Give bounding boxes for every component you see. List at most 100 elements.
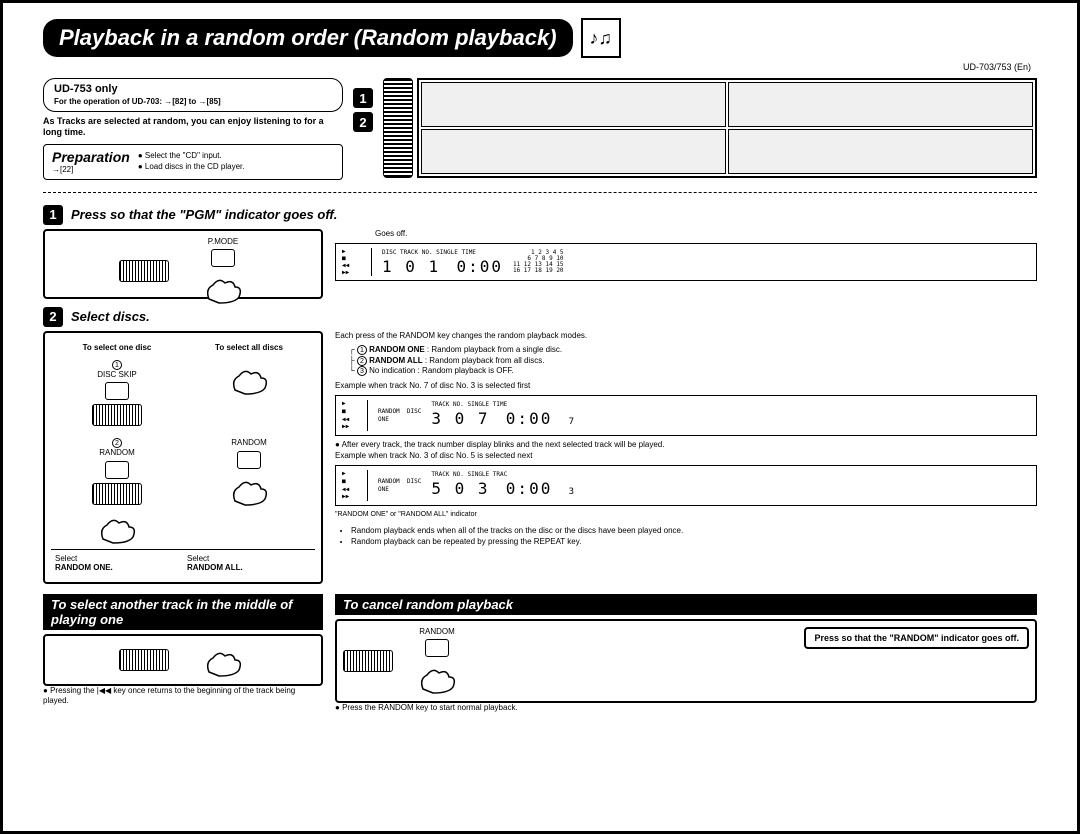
remote-hand-1: P.MODE bbox=[51, 237, 315, 305]
top-section: UD-753 only For the operation of UD-703:… bbox=[43, 78, 1037, 180]
top-left: UD-753 only For the operation of UD-703:… bbox=[43, 78, 343, 180]
m3t: No indication : Random playback is OFF. bbox=[369, 366, 514, 375]
br-note-txt: Press the RANDOM key to start normal pla… bbox=[342, 703, 518, 712]
step2-left: To select one disc To select all discs 1… bbox=[43, 331, 323, 584]
step-num-2: 2 bbox=[353, 112, 373, 132]
mini-remote bbox=[343, 650, 393, 672]
pmode-label: P.MODE bbox=[199, 237, 247, 247]
bl-rh bbox=[51, 642, 315, 678]
modes: ┌ 1 RANDOM ONE : Random playback from a … bbox=[335, 345, 1037, 376]
model-code: UD-703/753 (En) bbox=[43, 62, 1037, 72]
br-note: ● Press the RANDOM key to start normal p… bbox=[335, 703, 1037, 713]
step1-title: Press so that the "PGM" indicator goes o… bbox=[71, 207, 337, 222]
goes-off: Goes off. bbox=[375, 229, 1037, 239]
lcd1-time: 0:00 bbox=[456, 257, 503, 276]
after: ● After every track, the track number di… bbox=[335, 440, 1037, 450]
lcd2-disc: 3 0 7 bbox=[431, 409, 489, 428]
lcd-1: ▶■◀◀▶▶ DISC TRACK NO. SINGLE TIME 1 0 1 … bbox=[335, 243, 1037, 281]
foot-2: Select RANDOM ALL. bbox=[183, 550, 315, 576]
bottom-left: To select another track in the middle of… bbox=[43, 594, 323, 714]
step-num-1: 1 bbox=[353, 88, 373, 108]
btn-icon bbox=[237, 451, 261, 469]
end-bullets: Random playback ends when all of the tra… bbox=[335, 525, 1037, 547]
music-icon: ♪♫ bbox=[581, 18, 621, 58]
br-random: RANDOM bbox=[413, 627, 461, 637]
hand-icon bbox=[93, 509, 141, 545]
prep-bullets: ● Select the "CD" input. ● Load discs in… bbox=[138, 151, 245, 172]
step2-title: Select discs. bbox=[71, 309, 150, 324]
ex2: Example when track No. 3 of disc No. 5 i… bbox=[335, 451, 1037, 461]
lcd-3: ▶■◀◀▶▶ RANDOM DISC ONE TRACK NO. SINGLE … bbox=[335, 465, 1037, 506]
lcd-2: ▶■◀◀▶▶ RANDOM DISC ONE TRACK NO. SINGLE … bbox=[335, 395, 1037, 436]
btn-icon bbox=[105, 461, 129, 479]
cell-4: RANDOM bbox=[183, 434, 315, 548]
lcd3-mode: RANDOM DISC ONE bbox=[378, 478, 421, 494]
indicator-note: "RANDOM ONE" or "RANDOM ALL" indicator bbox=[335, 510, 1037, 519]
bottom-section: To select another track in the middle of… bbox=[43, 594, 1037, 714]
sel-row1: 1 DISC SKIP bbox=[51, 356, 315, 434]
eb2: Random playback can be repeated by press… bbox=[351, 536, 1037, 547]
stereo-unit bbox=[728, 129, 1033, 174]
bottom-right: To cancel random playback Press so that … bbox=[335, 594, 1037, 714]
step-num-2b: 2 bbox=[43, 307, 63, 327]
step2-header: 2 Select discs. bbox=[43, 307, 1037, 327]
equipment-illustration bbox=[383, 78, 1037, 180]
hand-icon bbox=[225, 360, 273, 396]
lcd2-labels: TRACK NO. SINGLE TIME bbox=[431, 401, 574, 409]
bl-note-txt: Pressing the |◀◀ key once returns to the… bbox=[43, 686, 295, 705]
stereo-unit bbox=[421, 82, 726, 127]
m2t: : Random playback from all discs. bbox=[423, 356, 545, 365]
btn-icon bbox=[425, 639, 449, 657]
lcd3-time: 0:00 bbox=[506, 479, 553, 498]
hand-icon bbox=[413, 659, 461, 695]
step-num-1b: 1 bbox=[43, 205, 63, 225]
step2-right: Each press of the RANDOM key changes the… bbox=[335, 331, 1037, 584]
after-txt: After every track, the track number disp… bbox=[342, 440, 665, 449]
ex1: Example when track No. 7 of disc No. 3 i… bbox=[335, 381, 1037, 391]
lcd1-labels: DISC TRACK NO. SINGLE TIME bbox=[382, 249, 503, 257]
press-note: Press so that the "RANDOM" indicator goe… bbox=[804, 627, 1029, 649]
random-lbl2: RANDOM bbox=[231, 438, 267, 447]
lcd2-mode: RANDOM DISC ONE bbox=[378, 408, 421, 424]
sel-one-txt: Select bbox=[55, 554, 77, 563]
mini-remote bbox=[92, 404, 142, 426]
sel-row2: 2 RANDOM RANDOM bbox=[51, 434, 315, 548]
circle-2: 2 bbox=[112, 438, 122, 448]
step1-header: 1 Press so that the "PGM" indicator goes… bbox=[43, 205, 1037, 225]
prep-b1: Select the "CD" input. bbox=[145, 151, 222, 160]
lcd2-track: 7 bbox=[569, 417, 574, 427]
remote-icon bbox=[383, 78, 413, 178]
br-box: Press so that the "RANDOM" indicator goe… bbox=[335, 619, 1037, 703]
step1-panel: P.MODE bbox=[43, 229, 323, 299]
hand-icon bbox=[199, 269, 247, 305]
stereo-icon bbox=[417, 78, 1037, 178]
mini-remote bbox=[119, 649, 169, 671]
divider bbox=[43, 192, 1037, 193]
mini-remote bbox=[92, 483, 142, 505]
banner-row: Playback in a random order (Random playb… bbox=[43, 18, 1037, 58]
select-table: To select one disc To select all discs 1… bbox=[43, 331, 323, 584]
model-title: UD-753 only bbox=[54, 83, 118, 95]
step1-cols: P.MODE Goes off. ▶■◀◀▶▶ DISC TRACK NO. S… bbox=[43, 229, 1037, 307]
bl-note: ● Pressing the |◀◀ key once returns to t… bbox=[43, 686, 323, 707]
hand-icon bbox=[199, 642, 247, 678]
prep-label: Preparation bbox=[52, 149, 130, 165]
stereo-unit bbox=[421, 129, 726, 174]
model-subtitle: For the operation of UD-703: →[82] to →[… bbox=[54, 97, 221, 106]
random-lbl: RANDOM bbox=[99, 448, 135, 457]
cell-2 bbox=[183, 356, 315, 434]
sel-all-txt: Select bbox=[187, 554, 209, 563]
br-rh: RANDOM bbox=[343, 627, 796, 695]
lcd1-disc: 1 0 1 bbox=[382, 257, 440, 276]
step2-cols: To select one disc To select all discs 1… bbox=[43, 331, 1037, 584]
hdr-one: To select one disc bbox=[51, 339, 183, 356]
intro-note: As Tracks are selected at random, you ca… bbox=[43, 116, 343, 138]
sel-header-row: To select one disc To select all discs bbox=[51, 339, 315, 356]
step1-right: Goes off. ▶■◀◀▶▶ DISC TRACK NO. SINGLE T… bbox=[335, 229, 1037, 307]
disc-skip: DISC SKIP bbox=[97, 370, 137, 379]
br-header: To cancel random playback bbox=[335, 594, 1037, 615]
lcd3-disc: 5 0 3 bbox=[431, 479, 489, 498]
lcd1-grid: 1 2 3 4 5 6 7 8 9 10 11 12 13 14 15 16 1… bbox=[513, 250, 564, 274]
prep-b2: Load discs in the CD player. bbox=[145, 162, 245, 171]
page-banner: Playback in a random order (Random playb… bbox=[43, 19, 573, 57]
